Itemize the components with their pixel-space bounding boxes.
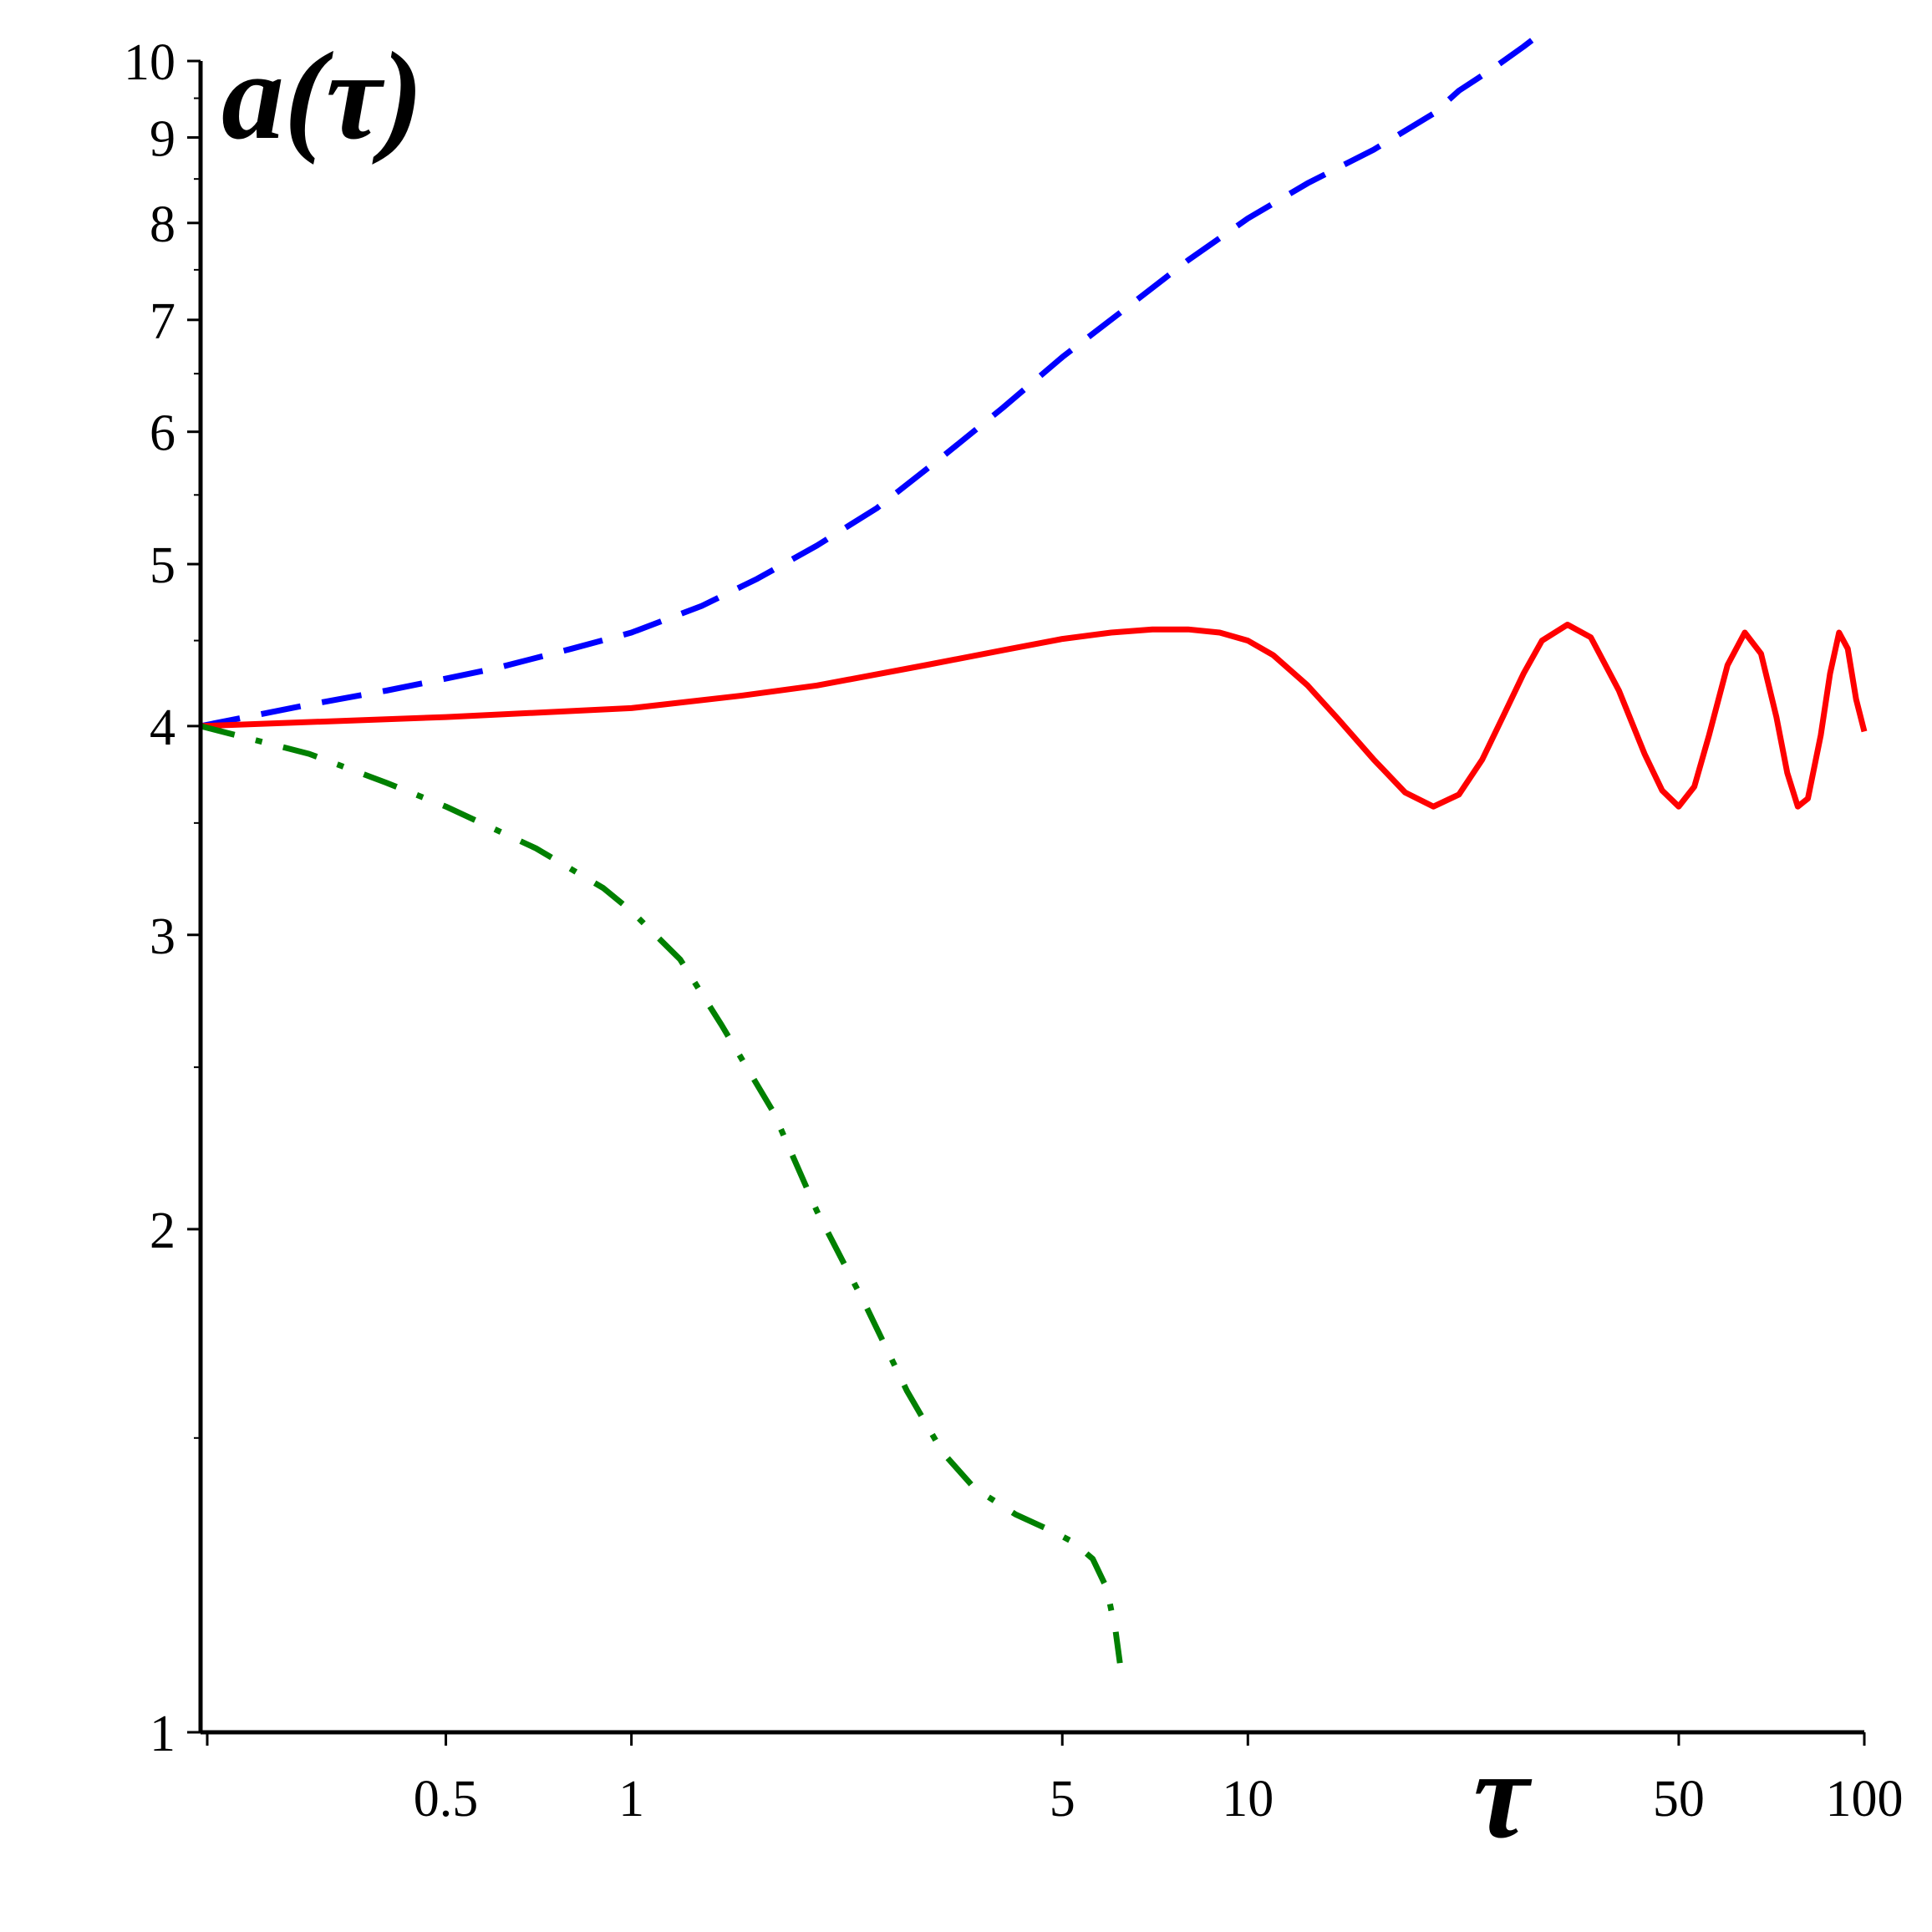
series-layer: [200, 30, 1868, 1664]
y-tick-label: 2: [150, 1202, 175, 1259]
y-tick-label: 10: [124, 34, 175, 91]
y-tick-label: 8: [150, 196, 175, 253]
x-tick-label: 5: [1050, 1771, 1075, 1828]
y-axis-title: a(τ): [221, 27, 423, 165]
y-tick-label: 6: [150, 405, 175, 462]
x-tick-label: 100: [1826, 1771, 1904, 1828]
x-axis-title: τ: [1473, 1726, 1533, 1864]
x-tick-label: 0.5: [414, 1771, 479, 1828]
x-ticks: 0.5 1 5 10 50 100: [206, 1732, 1904, 1828]
y-tick-label: 7: [150, 293, 175, 350]
y-tick-label: 4: [150, 699, 175, 756]
y-tick-label: 1: [150, 1706, 175, 1762]
y-tick-label: 5: [150, 537, 175, 594]
y-minor-ticks: [194, 97, 201, 1439]
y-tick-label: 3: [150, 908, 175, 965]
series-line-1: [200, 30, 1544, 730]
x-tick-label: 50: [1653, 1771, 1705, 1828]
series-line-2: [200, 622, 1868, 810]
series-line-3: [200, 723, 1123, 1664]
x-tick-label: 1: [618, 1771, 644, 1828]
x-tick-label: 10: [1222, 1771, 1274, 1828]
y-tick-label: 9: [150, 111, 175, 168]
y-ticks: 1 2 3 4 5 6 7 8 9 10: [124, 34, 201, 1762]
